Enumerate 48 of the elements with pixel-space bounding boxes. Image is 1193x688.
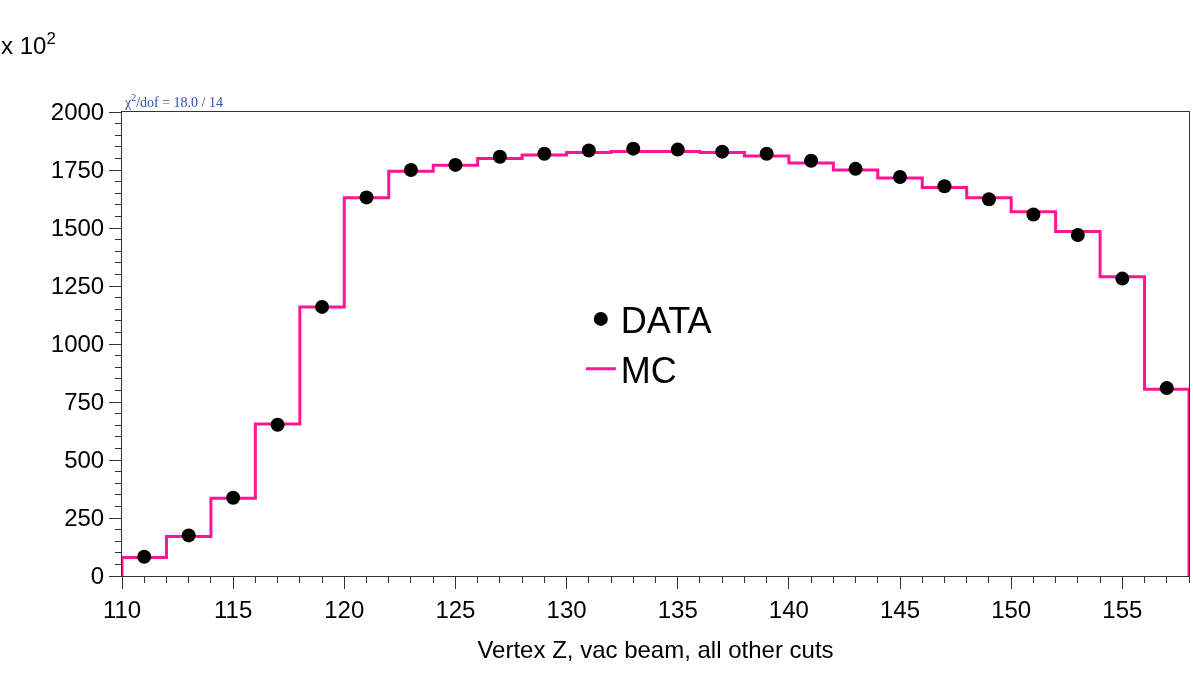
- point: [670, 142, 685, 157]
- y-tick-label: 2000: [50, 98, 105, 126]
- point: [1026, 207, 1041, 222]
- point: [1115, 271, 1130, 286]
- x-tick-label: 145: [880, 595, 921, 623]
- point: [1070, 227, 1085, 242]
- point: [759, 146, 774, 161]
- point: [270, 417, 285, 432]
- point: [715, 144, 730, 159]
- point: [981, 192, 996, 207]
- x-tick-label: 135: [657, 595, 698, 623]
- x-tick-label: 115: [214, 595, 253, 623]
- point: [804, 153, 819, 168]
- point: [581, 143, 596, 158]
- point: [181, 528, 196, 543]
- point: [226, 490, 241, 505]
- point: [448, 157, 463, 172]
- point: [315, 299, 330, 314]
- point: [537, 146, 552, 161]
- y-tick-label: 750: [64, 388, 105, 416]
- text: x 10$^{2}$: [1, 29, 56, 60]
- y-tick-label: 250: [64, 504, 105, 532]
- legend-label: DATA: [620, 299, 712, 341]
- point: [937, 179, 952, 194]
- x-tick-label: 125: [435, 595, 476, 623]
- y-tick-label: 1750: [50, 156, 105, 184]
- x-tick-label: 140: [768, 595, 809, 623]
- text: χ$^{2}$/dof = 18.0 / 14: [124, 92, 223, 110]
- point: [1159, 381, 1174, 396]
- x-tick-label: 110: [102, 595, 142, 623]
- y-tick-label: 1000: [50, 330, 105, 358]
- y-tick-label: 1500: [50, 214, 105, 242]
- x-tick-label: 155: [1102, 595, 1143, 623]
- x-tick-label: 120: [324, 595, 365, 623]
- point: [359, 190, 374, 205]
- point: [137, 549, 152, 564]
- legend-label: MC: [620, 349, 677, 391]
- point: [403, 163, 418, 177]
- point: [626, 141, 641, 156]
- x-tick-label: 150: [991, 595, 1032, 623]
- y-tick-label: 1250: [50, 272, 105, 300]
- point: [893, 169, 908, 184]
- y-tick-label: 500: [64, 446, 105, 474]
- x-tick-label: 130: [546, 595, 587, 623]
- y-tick-label: 0: [90, 562, 105, 590]
- point: [848, 161, 863, 176]
- x-axis-title: Vertex Z, vac beam, all other cuts: [477, 636, 834, 663]
- point: [492, 149, 507, 164]
